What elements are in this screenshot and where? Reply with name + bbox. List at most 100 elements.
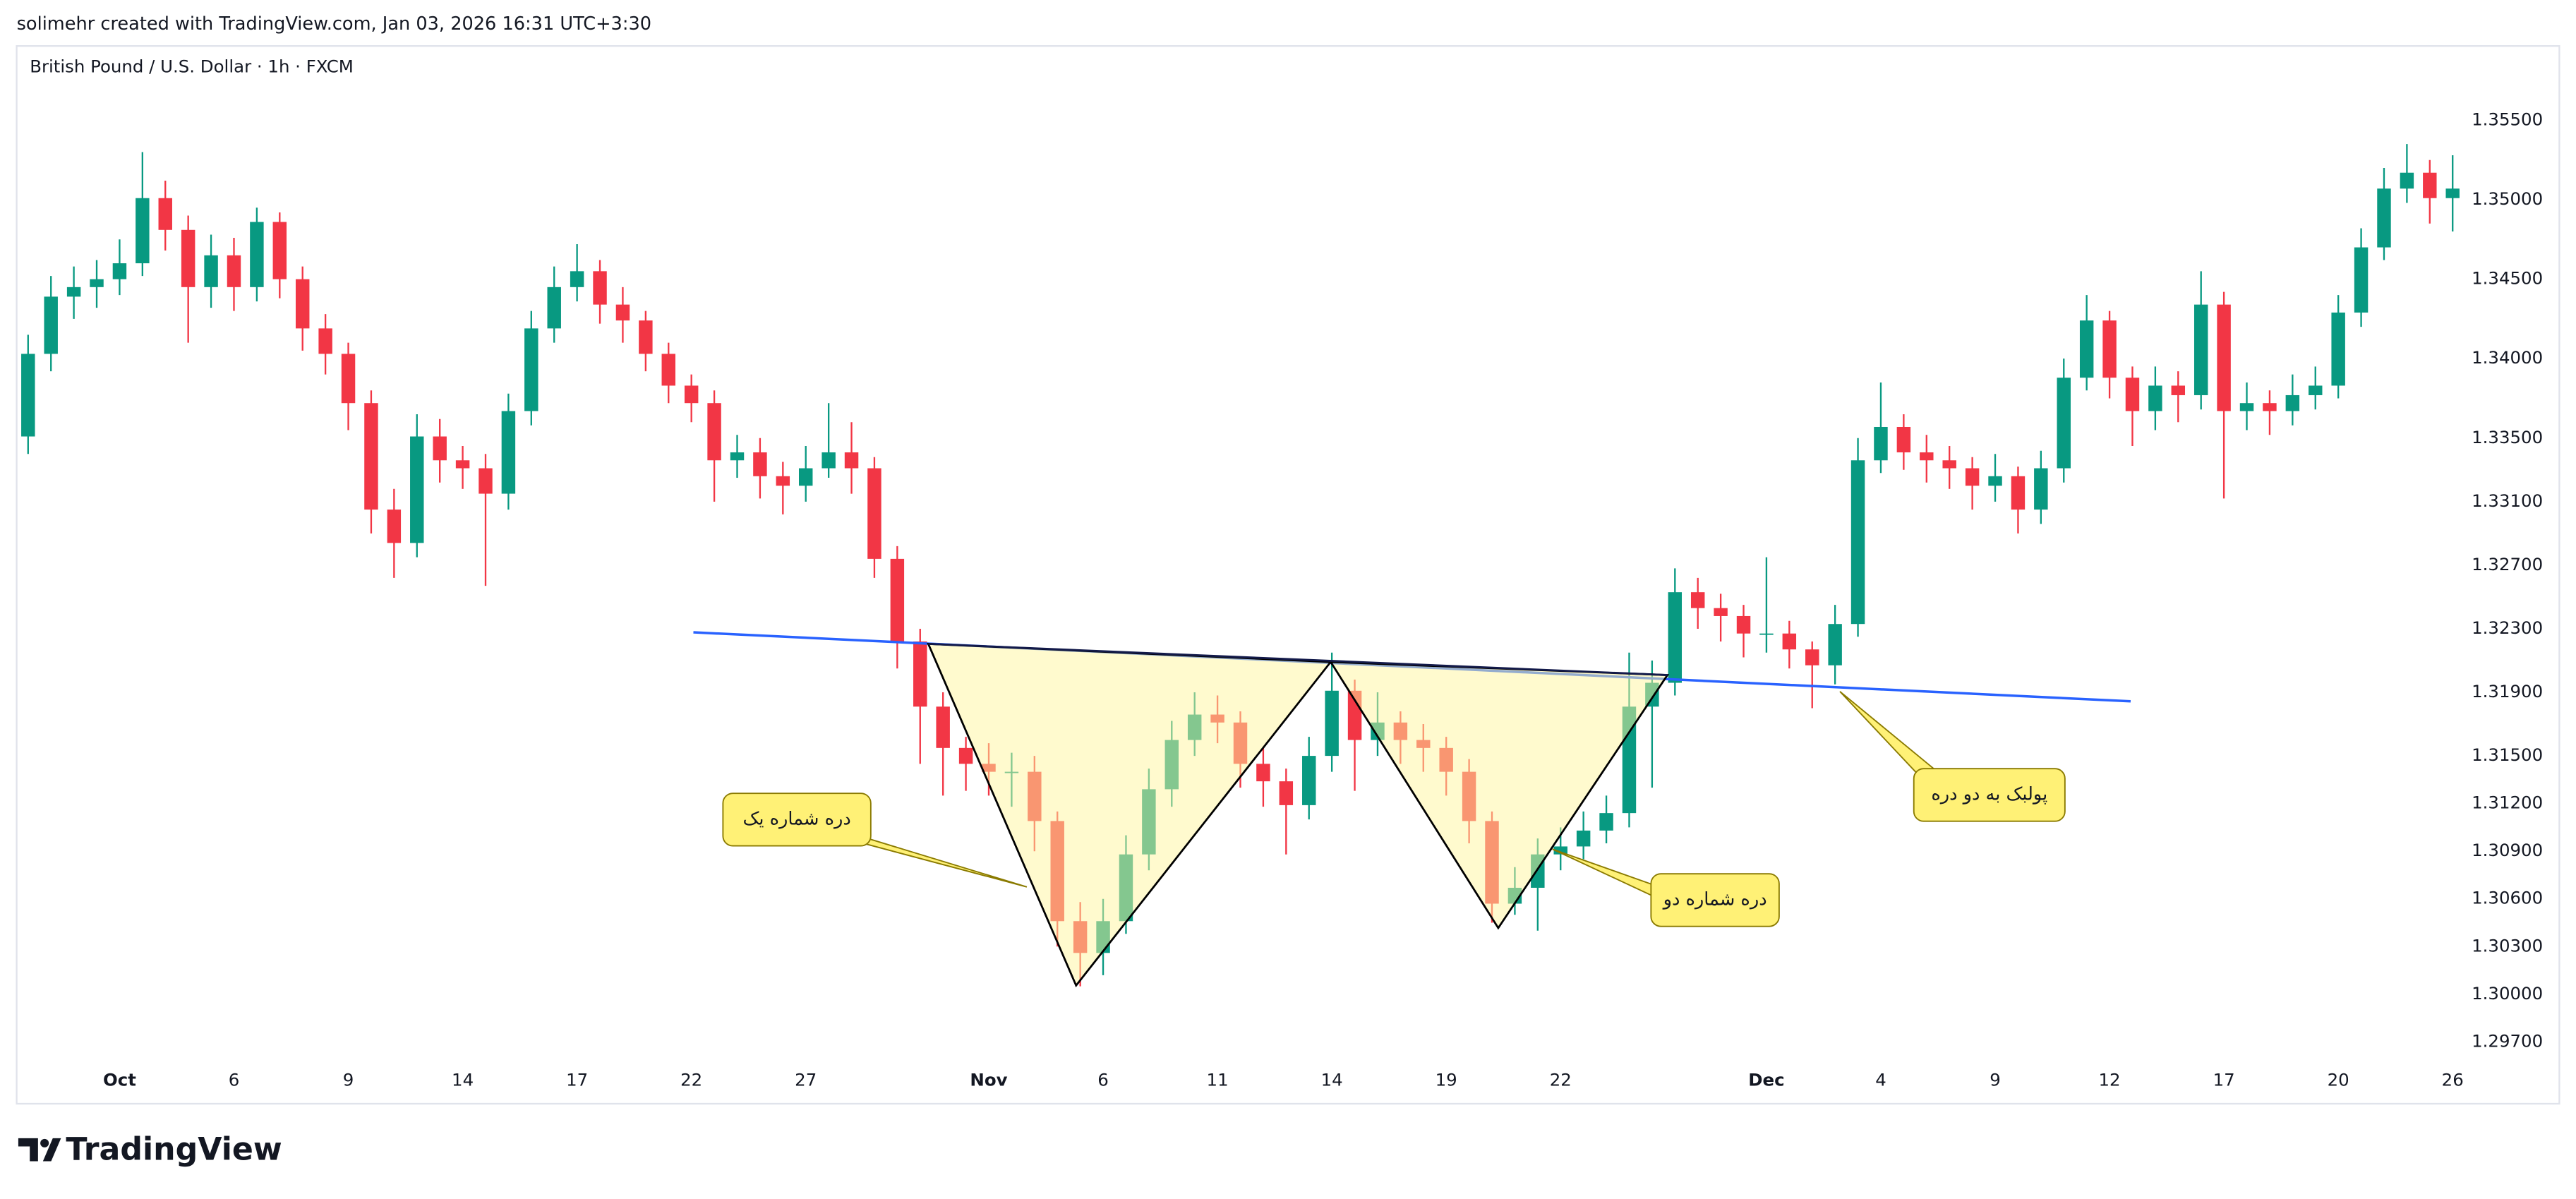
candle-body xyxy=(181,229,195,287)
x-tick-label: 14 xyxy=(452,1069,474,1090)
x-tick-label: 22 xyxy=(680,1069,702,1090)
annotation: پولبک به دو دره xyxy=(1931,783,2047,805)
x-tick-label: 9 xyxy=(343,1069,354,1090)
y-tick-label: 1.35000 xyxy=(2472,188,2543,209)
candle-body xyxy=(1896,426,1911,453)
candle-body xyxy=(1965,468,1980,486)
candle-body xyxy=(1874,426,1888,461)
y-tick-label: 1.30900 xyxy=(2472,840,2543,860)
x-tick-label: Oct xyxy=(103,1069,136,1090)
candle-body xyxy=(455,460,470,469)
y-tick-label: 1.30000 xyxy=(2472,983,2543,1004)
candle-body xyxy=(1736,615,1751,634)
y-tick-label: 1.32300 xyxy=(2472,617,2543,638)
attribution: solimehr created with TradingView.com, J… xyxy=(17,13,651,35)
y-tick-label: 1.32700 xyxy=(2472,554,2543,574)
candle-body xyxy=(2171,385,2186,395)
candle-body xyxy=(1553,846,1567,855)
candle-body xyxy=(2239,403,2254,411)
x-tick-label: 14 xyxy=(1321,1069,1343,1090)
candle-body xyxy=(2057,378,2071,469)
brand-name: TradingView xyxy=(66,1132,282,1168)
candle-body xyxy=(913,641,927,707)
drawings: دره شماره یک دره شماره دو پولبک به دو در… xyxy=(693,631,2131,988)
candle-body xyxy=(2354,247,2369,313)
y-tick-label: 1.34000 xyxy=(2472,347,2543,368)
x-tick-label: 6 xyxy=(1097,1069,1109,1090)
candle-body xyxy=(1942,460,1956,469)
candle-body xyxy=(1668,592,1683,683)
candle-body xyxy=(479,468,493,494)
candle-body xyxy=(547,287,561,329)
candle-body xyxy=(1850,460,1865,625)
candle-body xyxy=(593,271,607,305)
x-tick-label: 17 xyxy=(566,1069,588,1090)
candle-body xyxy=(204,255,218,287)
candle-body xyxy=(524,328,538,411)
candle-body xyxy=(387,510,402,543)
candle-body xyxy=(1576,830,1591,847)
candle-body xyxy=(776,476,790,486)
candle-body xyxy=(318,328,332,354)
candle-body xyxy=(2148,385,2162,411)
candle-body xyxy=(341,354,356,404)
y-tick-label: 1.30300 xyxy=(2472,935,2543,956)
candle-body xyxy=(753,452,767,476)
candle-body xyxy=(295,279,310,329)
annotation: دره شماره یک xyxy=(742,808,850,829)
x-tick-label: 22 xyxy=(1550,1069,1572,1090)
candle-body xyxy=(1714,608,1728,616)
candle-body xyxy=(227,255,241,287)
candle-body xyxy=(2011,476,2026,510)
candle-body xyxy=(2263,403,2277,411)
candle-body xyxy=(2125,378,2140,411)
candle-body xyxy=(136,198,150,264)
brand: TradingView xyxy=(18,1132,282,1168)
candle-body xyxy=(2400,172,2414,189)
x-tick-label: 17 xyxy=(2213,1069,2235,1090)
brand-logo xyxy=(18,1138,61,1162)
candle-body xyxy=(615,304,630,321)
y-tick-label: 1.33500 xyxy=(2472,427,2543,447)
candle-body xyxy=(1599,813,1613,831)
candle-body xyxy=(936,706,950,748)
x-tick-label: 19 xyxy=(1436,1069,1457,1090)
candle-body xyxy=(639,320,653,354)
candle-body xyxy=(1920,452,1934,461)
candle-body xyxy=(1690,592,1705,608)
candle-body xyxy=(1805,649,1819,665)
neckline xyxy=(928,642,1668,676)
x-tick-label: 12 xyxy=(2099,1069,2121,1090)
candle-body xyxy=(1325,690,1339,757)
callout xyxy=(1650,873,1780,927)
x-tick-label: Nov xyxy=(970,1069,1007,1090)
y-tick-label: 1.30600 xyxy=(2472,888,2543,908)
y-tick-label: 1.29700 xyxy=(2472,1030,2543,1051)
callout xyxy=(722,793,872,847)
candle-body xyxy=(364,403,378,510)
candle-body xyxy=(112,263,127,279)
y-tick-label: 1.31500 xyxy=(2472,745,2543,765)
candle-body xyxy=(2331,312,2345,386)
candle-body xyxy=(2034,468,2048,510)
brand-logo-dot xyxy=(40,1138,49,1147)
y-tick-label: 1.35500 xyxy=(2472,109,2543,129)
candle-body xyxy=(844,452,859,469)
candle-body xyxy=(570,271,584,287)
candle-body xyxy=(2102,320,2117,378)
y-tick-label: 1.31200 xyxy=(2472,793,2543,813)
candle-body xyxy=(2445,188,2460,198)
candle-body xyxy=(2079,320,2094,378)
x-tick-label: 4 xyxy=(1875,1069,1886,1090)
annotation: دره شماره دو xyxy=(1662,888,1767,910)
candle-body xyxy=(66,287,81,297)
candle-body xyxy=(433,436,447,461)
candle-body xyxy=(821,452,836,469)
candle-body xyxy=(2193,304,2208,395)
candle-body xyxy=(730,452,745,461)
y-tick-label: 1.34500 xyxy=(2472,268,2543,289)
candle-body xyxy=(2377,188,2391,248)
